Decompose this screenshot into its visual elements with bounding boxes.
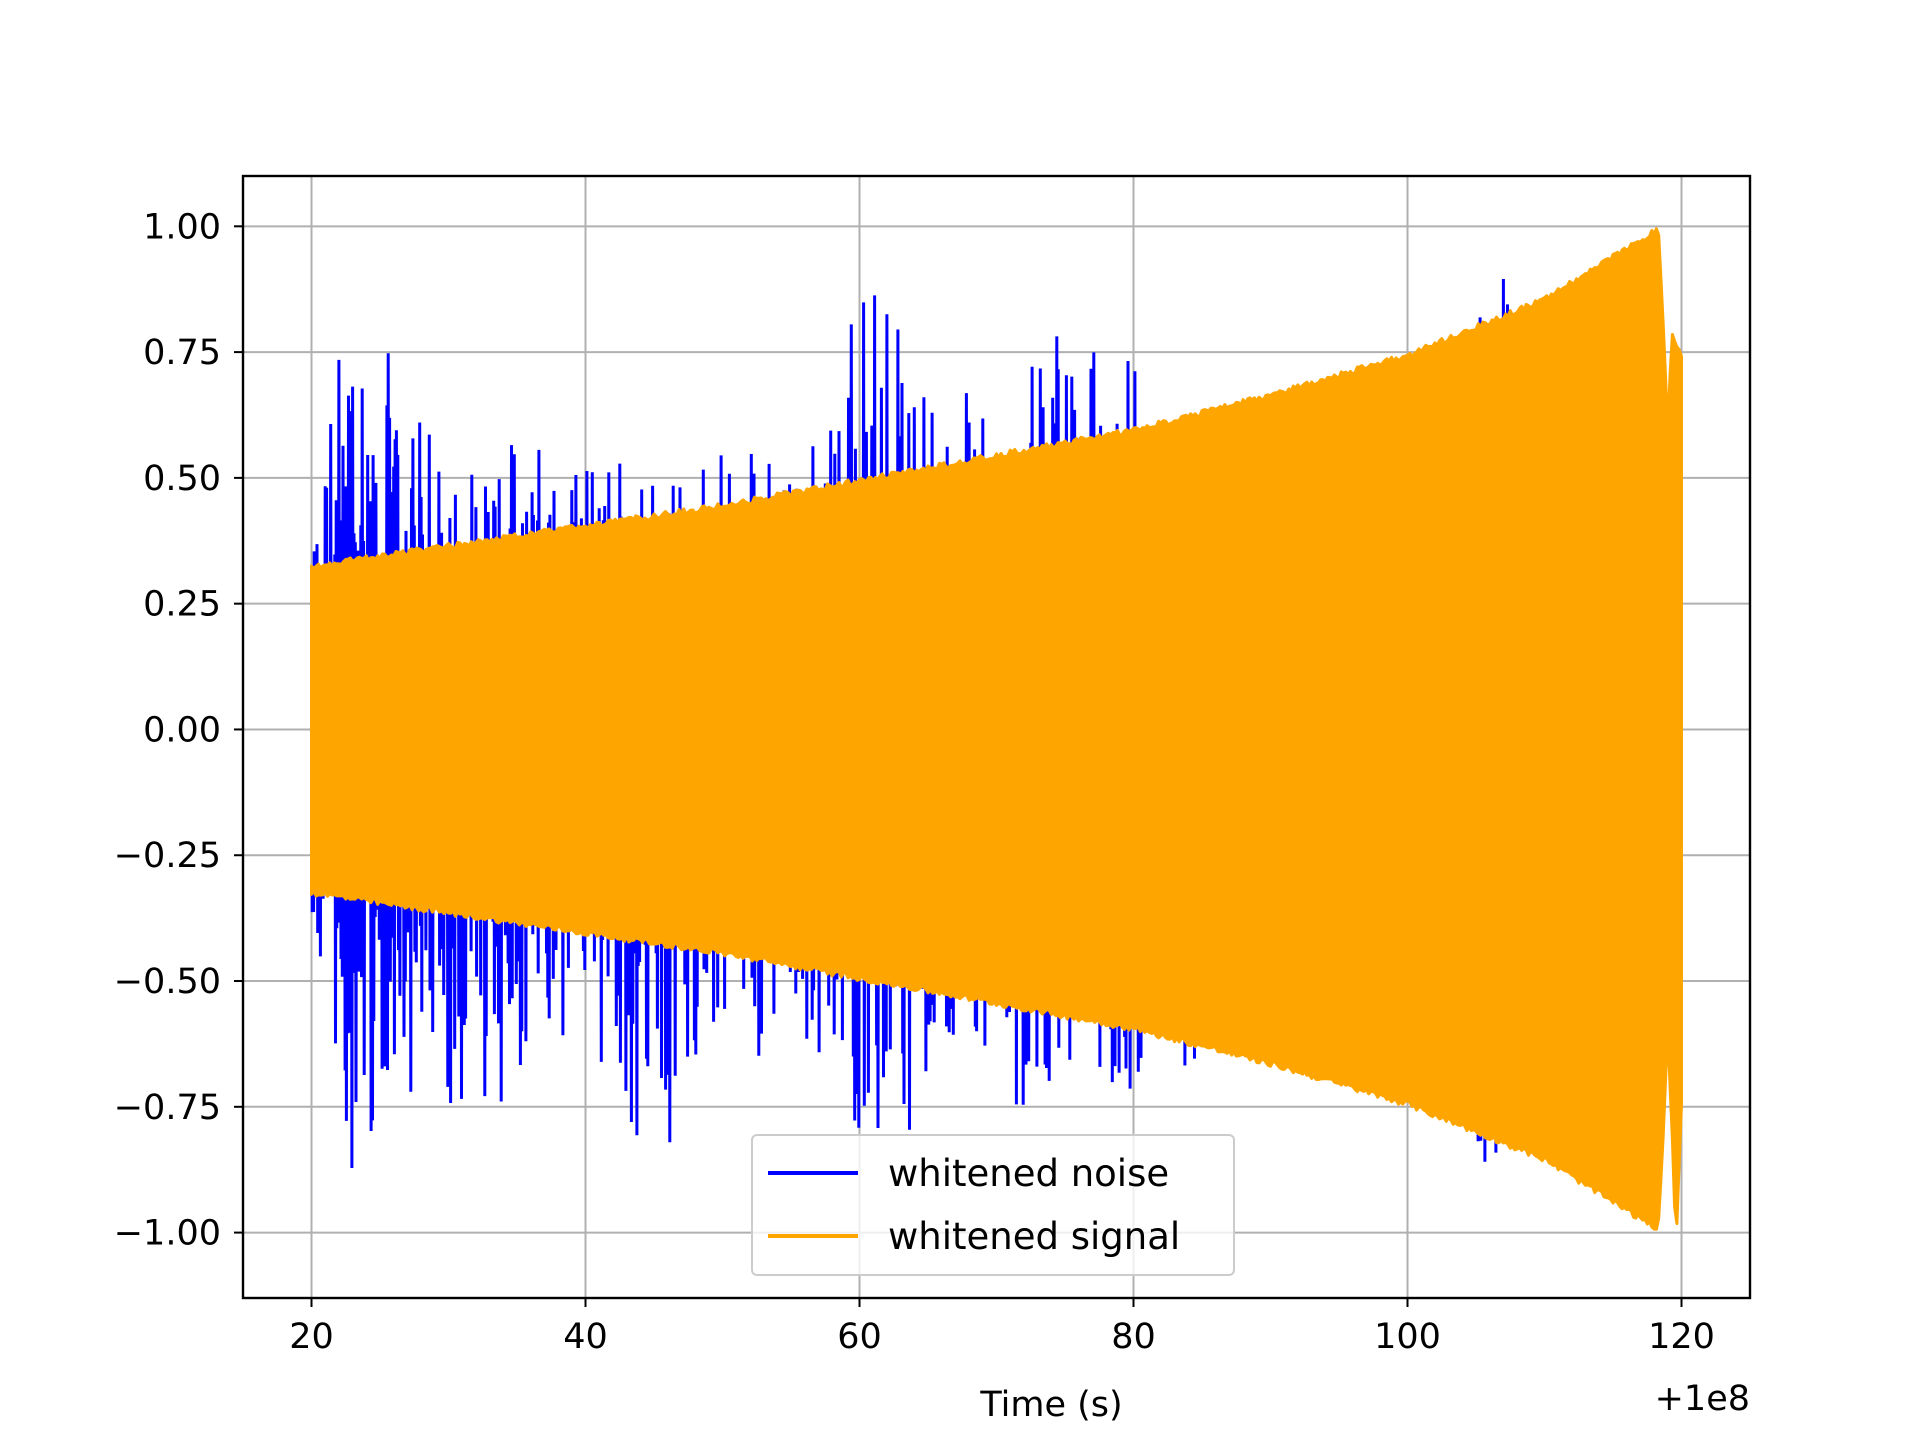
y-tick-label: 0.75 [143,333,221,373]
legend: whitened noise whitened signal [751,1134,1235,1276]
y-tick-label: 1.00 [143,207,221,247]
axes-frame [241,174,1752,1300]
y-tick-label: 0.25 [143,585,221,625]
x-tick-label: 40 [563,1317,608,1357]
series-whitened-signal [310,227,1683,1231]
x-axis-label: Time (s) [979,1385,1122,1425]
y-axis-ticks: 1.00 0.75 0.50 0.25 0.00 −0.25 −0.50 −0.75 −1.00 [114,207,243,1254]
x-tick-label: 20 [289,1317,334,1357]
x-tick-label: 60 [837,1317,882,1357]
x-tick-label: 120 [1648,1317,1715,1357]
y-tick-label: −0.75 [114,1088,221,1128]
y-tick-label: 0.50 [143,459,221,499]
x-tick-label: 100 [1374,1317,1441,1357]
y-tick-label: −0.50 [114,962,221,1002]
x-tick-label: 80 [1111,1317,1156,1357]
legend-label-whitened-noise: whitened noise [888,1152,1169,1195]
x-axis-ticks: 20 40 60 80 100 120 [289,1298,1715,1357]
series-band-whitened-signal [310,227,1683,1231]
x-axis-offset-label: +1e8 [1655,1379,1750,1419]
legend-box [751,1134,1235,1276]
y-tick-label: −0.25 [114,836,221,876]
y-tick-label: 0.00 [143,710,221,750]
plot-area [310,227,1683,1231]
y-tick-label: −1.00 [114,1214,221,1254]
legend-label-whitened-signal: whitened signal [888,1215,1180,1258]
